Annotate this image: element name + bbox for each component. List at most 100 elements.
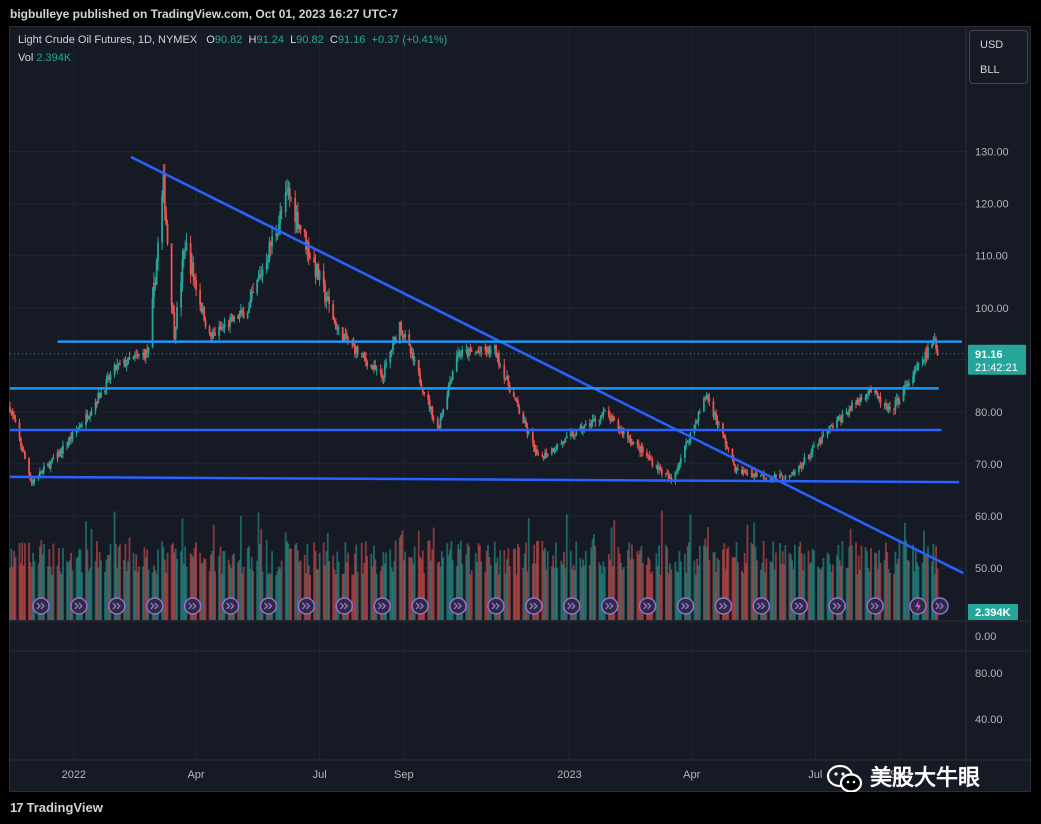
volume-bar (138, 566, 140, 620)
volume-bar (723, 543, 726, 620)
rollover-event-icon[interactable] (752, 597, 771, 615)
currency-box[interactable]: USD BLL (969, 30, 1028, 84)
candle-body (290, 196, 292, 198)
volume-bar (204, 558, 207, 620)
x-tick-label: Apr (187, 769, 204, 781)
dividend-event-icon[interactable] (909, 597, 927, 615)
volume-bar (827, 554, 830, 620)
candle-body (791, 471, 794, 476)
rollover-event-icon[interactable] (638, 597, 657, 615)
volume-bar (793, 544, 796, 620)
rollover-event-icon[interactable] (70, 597, 88, 615)
rollover-event-icon[interactable] (828, 597, 846, 615)
event-markers (32, 597, 949, 615)
candle-body (788, 475, 791, 477)
y-tick-label: 130.00 (975, 147, 1009, 159)
volume-bar (123, 559, 125, 620)
volume-bar (908, 560, 910, 620)
volume-bar (631, 544, 633, 620)
rollover-event-icon[interactable] (449, 597, 467, 615)
volume-bar (845, 568, 848, 620)
volume-bar (512, 548, 515, 620)
tradingview-logo[interactable]: 17 TradingView (10, 800, 103, 815)
legend-open-label: O (206, 34, 215, 46)
y-tick-label: 50.00 (975, 563, 1003, 575)
candle-body (336, 328, 339, 330)
rollover-event-icon[interactable] (487, 597, 505, 615)
candle-body (601, 415, 603, 417)
currency-label[interactable]: USD (980, 39, 1004, 51)
volume-bar (537, 541, 540, 620)
volume-bar (798, 546, 800, 620)
rollover-event-icon[interactable] (411, 597, 429, 615)
candle-body (174, 327, 177, 340)
rollover-event-icon[interactable] (790, 597, 809, 615)
volume-bar (821, 567, 823, 620)
volume-bar (10, 548, 13, 620)
rollover-event-icon[interactable] (145, 597, 164, 615)
candle-body (347, 339, 350, 342)
candle-body (574, 435, 576, 437)
candle-body (599, 416, 602, 421)
volume-bar (497, 574, 500, 620)
rollover-event-icon[interactable] (108, 597, 126, 615)
volume-bar (626, 550, 629, 620)
candle-body (571, 432, 574, 434)
volume-bar (689, 514, 692, 620)
volume-bar (427, 540, 430, 620)
candle-body (868, 388, 871, 392)
legend-symbol[interactable]: Light Crude Oil Futures, 1D, NYMEX (18, 34, 198, 46)
candle-body (446, 395, 449, 410)
candle-body (734, 464, 737, 472)
volume-bar (817, 566, 819, 620)
candle-body (789, 475, 792, 477)
candle-body (32, 481, 34, 484)
volume-bar (848, 546, 851, 620)
volume-bar (489, 564, 492, 620)
candle-body (423, 391, 426, 395)
rollover-event-icon[interactable] (373, 597, 391, 615)
candle-body (670, 477, 673, 481)
candle-body (598, 420, 601, 422)
rollover-event-icon[interactable] (931, 597, 949, 615)
volume-bar (686, 546, 689, 620)
volume-bar (271, 551, 273, 620)
rollover-event-icon[interactable] (525, 597, 543, 615)
rollover-event-icon[interactable] (563, 597, 581, 615)
candle-body (123, 359, 125, 364)
candle-body (257, 277, 260, 281)
rollover-event-icon[interactable] (714, 597, 733, 615)
rollover-event-icon[interactable] (676, 597, 695, 615)
volume-bar (335, 574, 337, 620)
volume-bar (789, 554, 792, 620)
candle-body (765, 477, 768, 479)
volume-bar (715, 572, 718, 620)
volume-bar (897, 558, 900, 620)
volume-bar (697, 565, 700, 620)
candle-body (503, 364, 506, 380)
rollover-event-icon[interactable] (335, 597, 354, 615)
rollover-event-icon[interactable] (183, 597, 202, 615)
volume-bar (810, 562, 813, 620)
volume-bar (732, 557, 735, 620)
rollover-event-icon[interactable] (297, 597, 316, 615)
rollover-event-icon[interactable] (600, 597, 619, 615)
candle-body (60, 450, 63, 454)
volume-bar (503, 550, 506, 620)
rollover-event-icon[interactable] (866, 597, 884, 615)
volume-bar (508, 566, 511, 620)
candle-body (826, 430, 829, 436)
rollover-event-icon[interactable] (32, 597, 50, 615)
volume-bar (352, 574, 355, 620)
candle-body (326, 296, 329, 301)
rollover-event-icon[interactable] (221, 597, 240, 615)
rollover-event-icon[interactable] (259, 597, 278, 615)
volume-bar (189, 553, 192, 620)
unit-label[interactable]: BLL (980, 64, 1000, 76)
candle-body (28, 458, 30, 474)
volume-bar (822, 558, 825, 620)
volume-bar (698, 545, 701, 620)
candle-body (512, 392, 515, 397)
